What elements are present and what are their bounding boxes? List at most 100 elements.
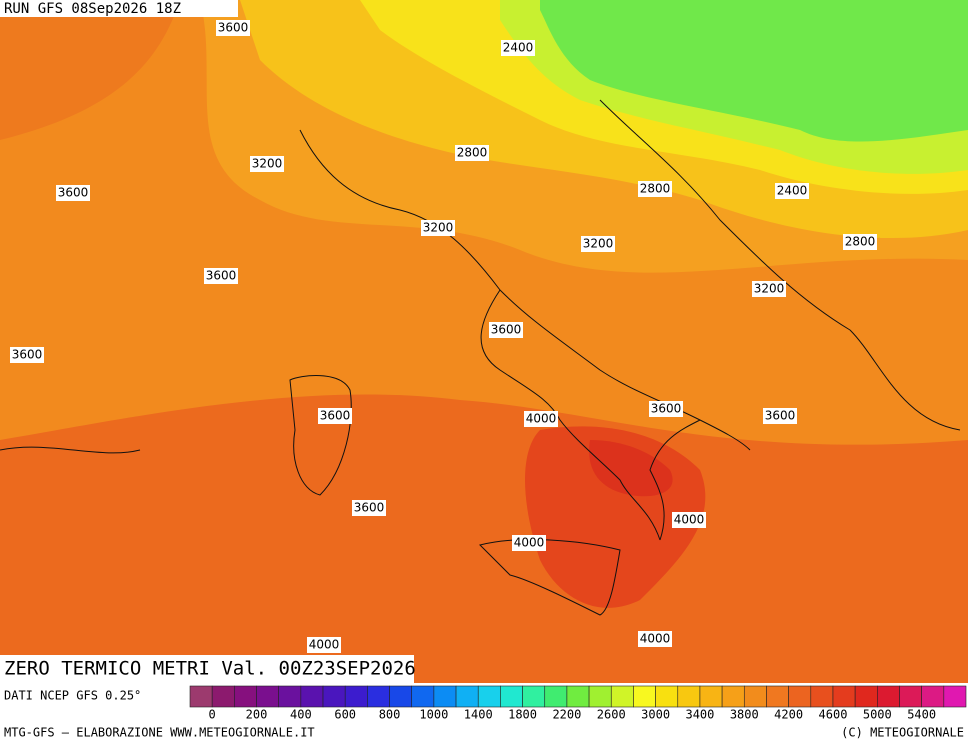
label-bg bbox=[204, 268, 238, 284]
colorbar-label: 2200 bbox=[552, 708, 581, 722]
color-swatch bbox=[677, 685, 701, 708]
colorbar-label: 1800 bbox=[508, 708, 537, 722]
colorbar-label: 3000 bbox=[641, 708, 670, 722]
color-swatch bbox=[921, 685, 945, 708]
color-swatch bbox=[721, 685, 745, 708]
label-bg bbox=[421, 220, 455, 236]
color-swatch bbox=[234, 685, 257, 708]
label-bg bbox=[524, 411, 558, 427]
color-swatch bbox=[278, 685, 302, 708]
footer-title: ZERO TERMICO METRI Val. 00Z23SEP2026 bbox=[4, 658, 416, 680]
credit: MTG-GFS — ELABORAZIONE WWW.METEOGIORNALE… bbox=[4, 726, 315, 740]
label-bg bbox=[649, 401, 683, 417]
contour-label: 2400 bbox=[503, 41, 534, 55]
color-swatch bbox=[788, 685, 812, 708]
color-swatch bbox=[477, 685, 501, 708]
colorbar-label: 400 bbox=[290, 708, 312, 722]
color-swatch bbox=[256, 685, 279, 708]
color-swatch bbox=[566, 685, 590, 708]
color-swatch bbox=[943, 685, 967, 708]
contour-label: 3600 bbox=[206, 269, 237, 283]
contour-label: 3200 bbox=[754, 282, 785, 296]
color-swatch bbox=[433, 685, 457, 708]
contour-label: 2800 bbox=[457, 146, 488, 160]
contour-label: 4000 bbox=[674, 513, 705, 527]
contour-label: 3200 bbox=[252, 157, 283, 171]
coastlines bbox=[0, 99, 961, 616]
label-bg bbox=[250, 156, 284, 172]
colorbar-label: 0 bbox=[209, 708, 216, 722]
label-bg bbox=[672, 512, 706, 528]
contour-label: 3600 bbox=[218, 21, 249, 35]
color-swatch bbox=[211, 685, 235, 708]
colorbar-label: 2600 bbox=[597, 708, 626, 722]
contour-label: 2800 bbox=[845, 235, 876, 249]
colorbar-label: 800 bbox=[379, 708, 401, 722]
color-swatch bbox=[300, 685, 324, 708]
contour-label: 2800 bbox=[640, 182, 671, 196]
contour-label: 4000 bbox=[526, 412, 557, 426]
color-swatch bbox=[810, 685, 834, 708]
colorbar-label: 600 bbox=[334, 708, 356, 722]
contour-labels: 3600 2400 3200 2800 3600 2800 2400 3200 3200 2800… bbox=[10, 20, 877, 653]
copyright: (C) METEOGIORNALE bbox=[841, 726, 964, 740]
label-bg bbox=[843, 234, 877, 250]
color-swatch bbox=[455, 685, 479, 708]
label-bg bbox=[512, 535, 546, 551]
contour-label: 4000 bbox=[640, 632, 671, 646]
color-swatch bbox=[322, 685, 346, 708]
label-bg bbox=[581, 236, 615, 252]
colorbar-label: 1400 bbox=[464, 708, 493, 722]
title-box bbox=[0, 655, 414, 683]
label-bg bbox=[10, 347, 44, 363]
colorbar: 0 200 400 600 800 1000 1400 1800 2200 2600 3000 340… bbox=[189, 685, 967, 722]
color-swatch bbox=[766, 685, 789, 708]
color-swatch bbox=[189, 685, 213, 708]
color-swatch bbox=[344, 685, 368, 708]
color-swatch bbox=[500, 685, 523, 708]
contour-label: 3600 bbox=[12, 348, 43, 362]
contour-label: 3600 bbox=[320, 409, 351, 423]
colorbar-label: 1000 bbox=[419, 708, 448, 722]
color-swatch bbox=[655, 685, 679, 708]
contour-label: 3600 bbox=[491, 323, 522, 337]
label-bg bbox=[501, 40, 535, 56]
colorbar-label: 3400 bbox=[685, 708, 714, 722]
colorbar-label: 200 bbox=[246, 708, 268, 722]
contour-label: 3200 bbox=[583, 237, 614, 251]
label-bg bbox=[352, 500, 386, 516]
map-field bbox=[0, 0, 968, 683]
color-swatch bbox=[588, 685, 612, 708]
contour-label: 3200 bbox=[423, 221, 454, 235]
label-bg bbox=[752, 281, 786, 297]
color-swatch bbox=[832, 685, 856, 708]
color-swatch bbox=[633, 685, 656, 708]
color-swatch bbox=[544, 685, 568, 708]
contour-label: 3600 bbox=[651, 402, 682, 416]
header-box bbox=[0, 0, 238, 17]
colorbar-label: 4600 bbox=[819, 708, 848, 722]
color-swatch bbox=[389, 685, 413, 708]
colorbar-label: 5000 bbox=[863, 708, 892, 722]
label-bg bbox=[318, 408, 352, 424]
color-swatch bbox=[367, 685, 390, 708]
colorbar-label: 5400 bbox=[907, 708, 936, 722]
label-bg bbox=[489, 322, 523, 338]
color-swatch bbox=[877, 685, 900, 708]
contour-label: 2400 bbox=[777, 184, 808, 198]
colorbar-label: 3800 bbox=[730, 708, 759, 722]
label-bg bbox=[455, 145, 489, 161]
contour-label: 3600 bbox=[58, 186, 89, 200]
label-bg bbox=[638, 631, 672, 647]
run-label: RUN GFS 08Sep2026 18Z bbox=[4, 1, 181, 17]
color-swatch bbox=[899, 685, 922, 708]
label-bg bbox=[775, 183, 809, 199]
color-swatch bbox=[411, 685, 435, 708]
label-bg bbox=[56, 185, 90, 201]
contour-label: 4000 bbox=[309, 638, 340, 652]
color-swatch bbox=[610, 685, 634, 708]
label-bg bbox=[307, 637, 341, 653]
contour-label: 4000 bbox=[514, 536, 545, 550]
color-swatch bbox=[743, 685, 767, 708]
